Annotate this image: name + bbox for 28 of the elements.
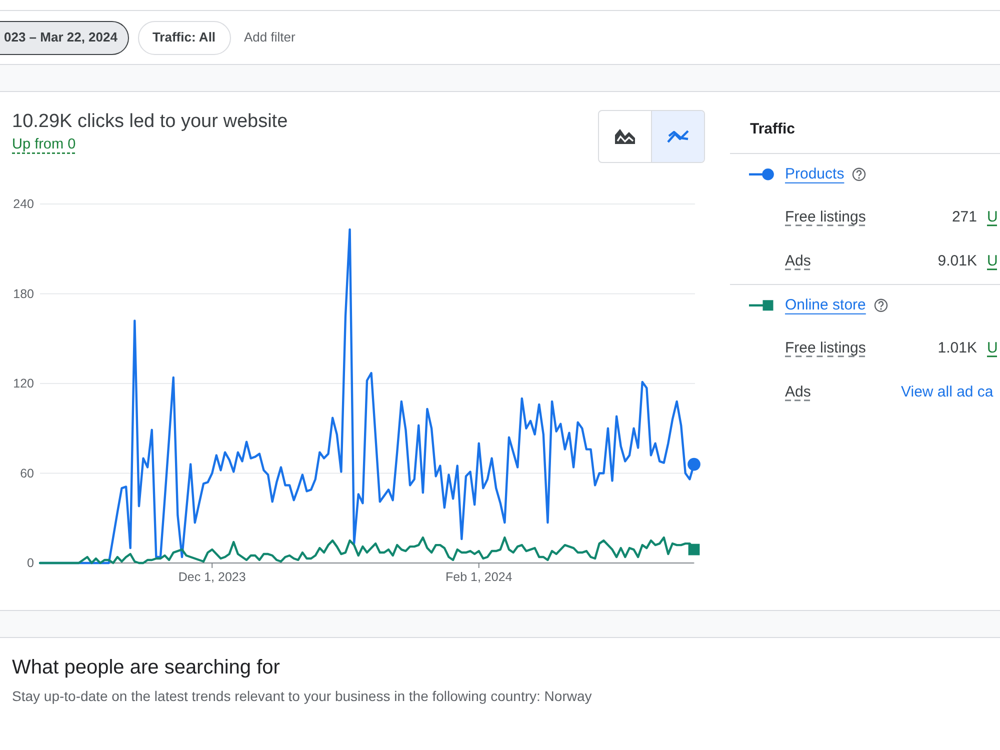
- text: U: [987, 252, 998, 270]
- text: U: [987, 339, 998, 357]
- legend-title: Traffic: [750, 120, 796, 138]
- text: 023 – Mar 22, 2024: [4, 30, 118, 46]
- text: Traffic: All: [152, 30, 216, 46]
- text: 271: [952, 208, 977, 226]
- text: Ads: [785, 252, 811, 270]
- text: 1.01K: [938, 339, 977, 357]
- text: 9.01K: [938, 252, 977, 270]
- legend-label: Online store: [785, 296, 866, 314]
- y-tick-label: 240: [13, 197, 34, 211]
- text: Ads: [785, 383, 811, 401]
- y-tick-label: 180: [13, 286, 34, 301]
- chart-subtitle: Up from 0: [12, 136, 76, 154]
- text: Free listings: [785, 208, 866, 226]
- text: What people are searching for: [12, 656, 280, 680]
- text: Free listings: [785, 339, 866, 357]
- legend-label: Products: [785, 165, 844, 183]
- y-tick-label: 60: [20, 466, 34, 480]
- x-tick-label: Feb 1, 2024: [446, 570, 512, 584]
- chart-title: 10.29K clicks led to your website: [12, 111, 288, 133]
- text: View all ad ca: [901, 383, 994, 401]
- x-tick-label: Dec 1, 2023: [178, 570, 246, 584]
- text: Stay up-to-date on the latest trends relevant to your business in the following country: Norway: [12, 688, 592, 704]
- text: U: [987, 208, 998, 226]
- y-tick-label: 0: [27, 556, 34, 570]
- text: Add filter: [244, 30, 296, 46]
- y-tick-label: 120: [13, 376, 34, 390]
